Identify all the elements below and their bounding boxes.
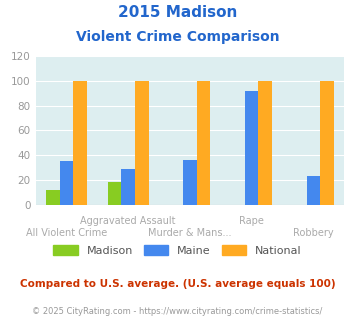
Bar	[307, 176, 320, 205]
Text: Violent Crime Comparison: Violent Crime Comparison	[76, 30, 279, 44]
Bar	[245, 91, 258, 205]
Text: Aggravated Assault: Aggravated Assault	[80, 216, 176, 226]
Bar	[183, 160, 197, 205]
Bar	[258, 81, 272, 205]
Text: Robbery: Robbery	[293, 228, 334, 238]
Bar	[135, 81, 148, 205]
Text: Compared to U.S. average. (U.S. average equals 100): Compared to U.S. average. (U.S. average …	[20, 279, 335, 289]
Bar	[320, 81, 334, 205]
Bar	[121, 169, 135, 205]
Bar	[46, 190, 60, 205]
Bar	[60, 161, 73, 205]
Text: © 2025 CityRating.com - https://www.cityrating.com/crime-statistics/: © 2025 CityRating.com - https://www.city…	[32, 307, 323, 316]
Bar	[197, 81, 210, 205]
Text: All Violent Crime: All Violent Crime	[26, 228, 107, 238]
Bar	[108, 182, 121, 205]
Text: Rape: Rape	[239, 216, 264, 226]
Legend: Madison, Maine, National: Madison, Maine, National	[49, 240, 306, 260]
Text: 2015 Madison: 2015 Madison	[118, 5, 237, 20]
Bar	[73, 81, 87, 205]
Text: Murder & Mans...: Murder & Mans...	[148, 228, 232, 238]
